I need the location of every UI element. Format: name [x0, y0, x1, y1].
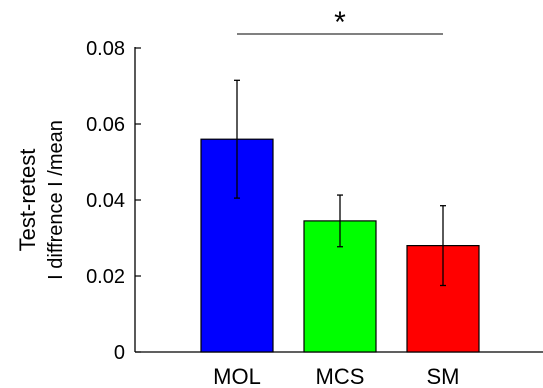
significance-star: * [334, 6, 346, 39]
significance-annotation: * [237, 6, 443, 39]
error-bars-group [234, 79, 446, 287]
y-axis-label-line2: I diffrence I /mean [45, 120, 67, 280]
y-axis-label: Test-retest [15, 149, 40, 252]
x-axis: MOL MCS SM [135, 351, 543, 388]
y-tick-label: 0 [114, 342, 125, 364]
y-tick-label: 0.04 [86, 190, 125, 212]
x-tick-label-sm: SM [427, 364, 460, 388]
x-tick-label-mcs: MCS [316, 364, 365, 388]
y-axis: 0 0.02 0.04 0.06 0.08 [86, 38, 141, 364]
y-tick-label: 0.02 [86, 266, 125, 288]
y-tick-label: 0.08 [86, 38, 125, 60]
y-tick-label: 0.06 [86, 114, 125, 136]
x-tick-label-mol: MOL [213, 364, 261, 388]
